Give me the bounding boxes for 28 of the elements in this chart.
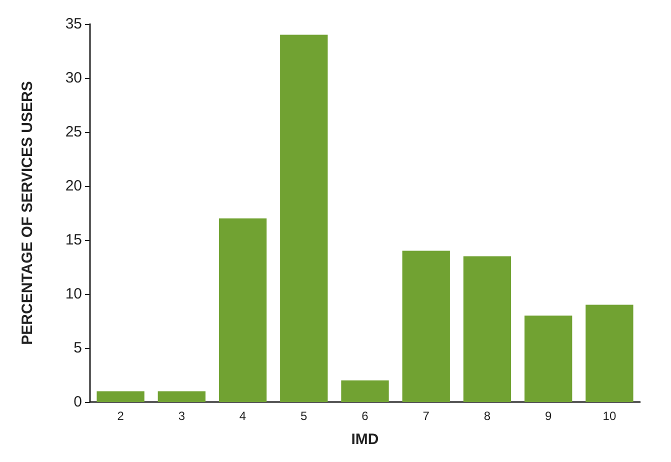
bar [341,380,389,402]
y-tick-label: 0 [74,394,82,410]
x-axis-title: IMD [351,431,379,448]
y-axis-title: PERCENTAGE OF SERVICES USERS [19,81,36,345]
x-tick-label: 3 [178,409,186,423]
bar [586,304,634,402]
y-tick-label: 25 [65,124,82,140]
x-tick-label: 7 [422,409,430,423]
y-tick-label: 20 [65,178,82,194]
x-tick-label: 8 [484,409,491,423]
bar [280,34,328,402]
bar [218,218,267,402]
bar [463,256,512,402]
y-tick-label: 10 [65,286,82,302]
x-tick-label: 5 [300,409,308,423]
y-tick-label: 5 [74,340,82,356]
x-tick-label: 9 [544,409,552,423]
x-tick-label: 10 [602,409,616,423]
bar [402,250,450,402]
x-tick-label: 2 [117,409,124,423]
bar [158,391,206,402]
bar [96,391,144,402]
x-tick-label: 4 [239,409,246,423]
x-tick-label: 6 [362,409,369,423]
y-tick-label: 30 [65,70,82,86]
y-tick-label: 35 [65,16,82,32]
y-tick-label: 15 [65,232,82,248]
bar [524,316,572,402]
